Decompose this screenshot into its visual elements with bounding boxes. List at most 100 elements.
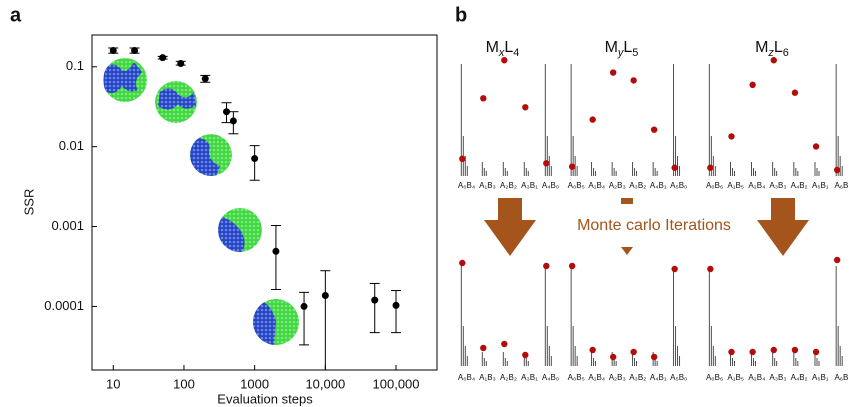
title-part: L — [504, 39, 513, 56]
category-label: A₁B₅ — [727, 373, 744, 382]
category-label: A₂B₃ — [609, 373, 626, 382]
panel-title: MzL6 — [755, 39, 789, 59]
category-label: A₂B₄ — [748, 373, 765, 382]
intensity-dot — [480, 344, 487, 352]
x-axis-label: Evaluation steps — [217, 391, 313, 406]
panel-title: MxL4 — [486, 39, 520, 59]
title-part: 5 — [632, 47, 638, 59]
intensity-dot — [834, 256, 841, 264]
title-part: x — [498, 47, 505, 59]
category-label: A₁B₃ — [479, 181, 496, 190]
intensity-dot — [770, 346, 777, 354]
particle-images — [103, 58, 299, 345]
title-part: 4 — [513, 47, 519, 59]
y-tick-label: 0.01 — [59, 138, 84, 153]
intensity-dot — [589, 346, 596, 354]
title-part: L — [774, 39, 783, 56]
category-label: A₄B₁ — [650, 181, 667, 190]
category-label: A₄B₀ — [542, 181, 559, 190]
title-part: y — [617, 47, 625, 59]
intensity-dot — [609, 353, 617, 361]
intensity-dot — [459, 259, 466, 267]
intensity-dot — [630, 348, 637, 356]
category-label: A₅B₀ — [670, 373, 687, 382]
category-label: A₁B₃ — [479, 373, 496, 382]
intensity-dot — [589, 116, 596, 123]
title-part: M — [605, 39, 618, 56]
category-label: A₂B₄ — [748, 181, 765, 190]
intensity-dot — [671, 265, 678, 273]
intensity-dot — [728, 348, 735, 356]
data-point — [272, 247, 280, 255]
intensity-dot — [749, 81, 756, 89]
category-label: A₁B₄ — [588, 181, 605, 190]
y-tick-label: 0.0001 — [44, 298, 84, 313]
category-label: A₀B₄ — [458, 373, 475, 382]
category-label: A₀B₆ — [706, 181, 723, 190]
category-label: A₅B₁ — [812, 373, 829, 382]
intensity-dot — [770, 57, 777, 64]
data-point — [223, 108, 231, 116]
intensity-dot — [501, 57, 508, 64]
data-point — [177, 59, 185, 67]
plot-frame — [91, 34, 438, 371]
category-label: A₃B₂ — [629, 181, 646, 190]
data-point — [109, 46, 117, 54]
intensity-dot — [791, 89, 799, 96]
title-part: 6 — [783, 47, 789, 59]
data-point — [392, 301, 400, 309]
title-part: M — [486, 39, 499, 56]
panel-title: MyL5 — [605, 39, 639, 59]
title-part: M — [755, 39, 768, 56]
category-label: A₃B₁ — [521, 181, 538, 190]
iteration-arrows — [484, 198, 809, 256]
category-label: A₅B₀ — [670, 181, 687, 190]
x-tick-label: 100,000 — [373, 376, 420, 391]
title-part: L — [623, 39, 632, 56]
intensity-dot — [834, 166, 841, 174]
panel-label: b — [455, 4, 467, 26]
category-label: A₄B₁ — [650, 373, 667, 382]
category-label: A₃B₃ — [769, 181, 786, 190]
category-label: A₄B₀ — [542, 373, 559, 382]
intensity-dot — [630, 77, 637, 84]
category-label: A₁B₄ — [588, 373, 605, 382]
data-point — [229, 117, 237, 125]
intensity-dot — [728, 133, 735, 140]
intensity-dot — [707, 265, 714, 273]
x-tick-label: 10 — [106, 376, 120, 391]
data-point — [131, 46, 139, 54]
data-point — [300, 302, 308, 310]
data-point — [201, 75, 209, 83]
panel-label: a — [10, 4, 22, 26]
data-point — [321, 292, 329, 300]
intensity-dot — [501, 340, 508, 348]
category-label: A₃B₁ — [521, 373, 538, 382]
title-part: z — [767, 47, 774, 59]
intensity-dot — [543, 262, 550, 270]
category-label: A₆B — [834, 181, 848, 190]
category-label: A₁B₅ — [727, 181, 744, 190]
y-axis-label: SSR — [21, 189, 36, 216]
intensity-dot — [568, 163, 576, 170]
category-label: A₅B₁ — [812, 181, 829, 190]
y-tick-label: 0.1 — [66, 58, 84, 73]
category-label: A₄B₂ — [791, 373, 808, 382]
category-label: A₆B — [834, 373, 848, 382]
y-tick-label: 0.001 — [51, 218, 84, 233]
x-tick-label: 100 — [173, 376, 195, 391]
x-tick-label: 10,000 — [305, 376, 345, 391]
intensity-dot — [522, 104, 529, 111]
intensity-dot — [522, 351, 529, 359]
intensity-dot — [791, 346, 799, 354]
intensity-dot — [568, 262, 576, 270]
x-tick-label: 1000 — [240, 376, 269, 391]
intensity-dot — [671, 164, 678, 171]
intensity-dot — [480, 95, 487, 102]
intensity-dot — [812, 143, 820, 150]
category-label: A₂B₂ — [500, 373, 517, 382]
intensity-dot — [650, 126, 658, 133]
category-label: A₂B₂ — [500, 181, 517, 190]
category-label: A₀B₅ — [568, 373, 585, 382]
